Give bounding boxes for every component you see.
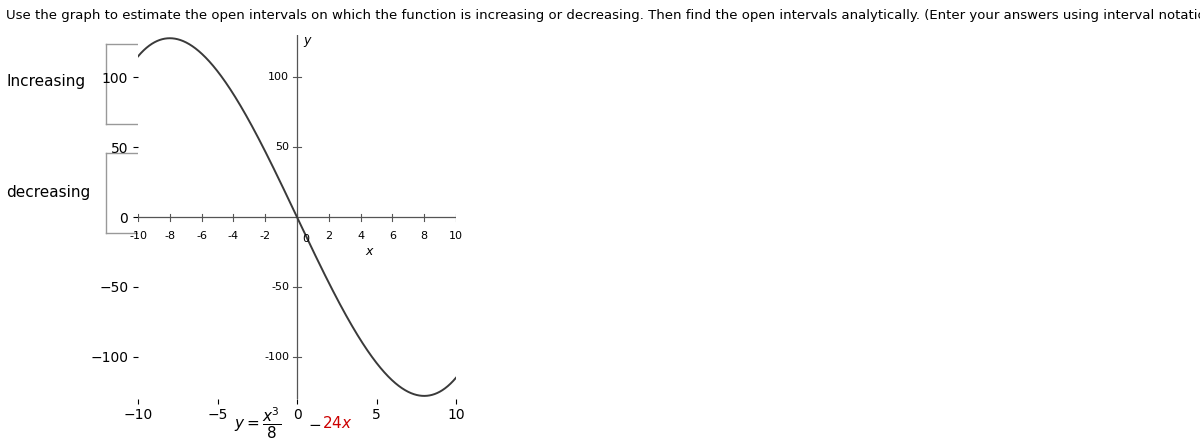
- Text: -6: -6: [196, 231, 208, 241]
- Text: y: y: [304, 34, 311, 47]
- Text: 6: 6: [389, 231, 396, 241]
- Text: -4: -4: [228, 231, 239, 241]
- Text: $-\ $: $-\ $: [308, 416, 322, 431]
- Text: Use the graph to estimate the open intervals on which the function is increasing: Use the graph to estimate the open inter…: [6, 9, 1200, 22]
- Text: 0: 0: [302, 234, 310, 244]
- Text: -50: -50: [271, 282, 289, 292]
- Text: 50: 50: [275, 142, 289, 152]
- Text: 2: 2: [325, 231, 332, 241]
- Text: -2: -2: [259, 231, 271, 241]
- Text: -10: -10: [130, 231, 148, 241]
- Text: 100: 100: [268, 72, 289, 82]
- Text: 8: 8: [421, 231, 427, 241]
- Text: x: x: [365, 245, 372, 258]
- Text: 4: 4: [358, 231, 364, 241]
- Text: 10: 10: [449, 231, 463, 241]
- Text: -100: -100: [264, 352, 289, 362]
- Text: Increasing: Increasing: [6, 74, 85, 89]
- Text: -8: -8: [164, 231, 175, 241]
- Text: decreasing: decreasing: [6, 185, 90, 200]
- Text: $24x$: $24x$: [322, 415, 352, 431]
- Text: $y = \dfrac{x^3}{8}$: $y = \dfrac{x^3}{8}$: [234, 405, 281, 441]
